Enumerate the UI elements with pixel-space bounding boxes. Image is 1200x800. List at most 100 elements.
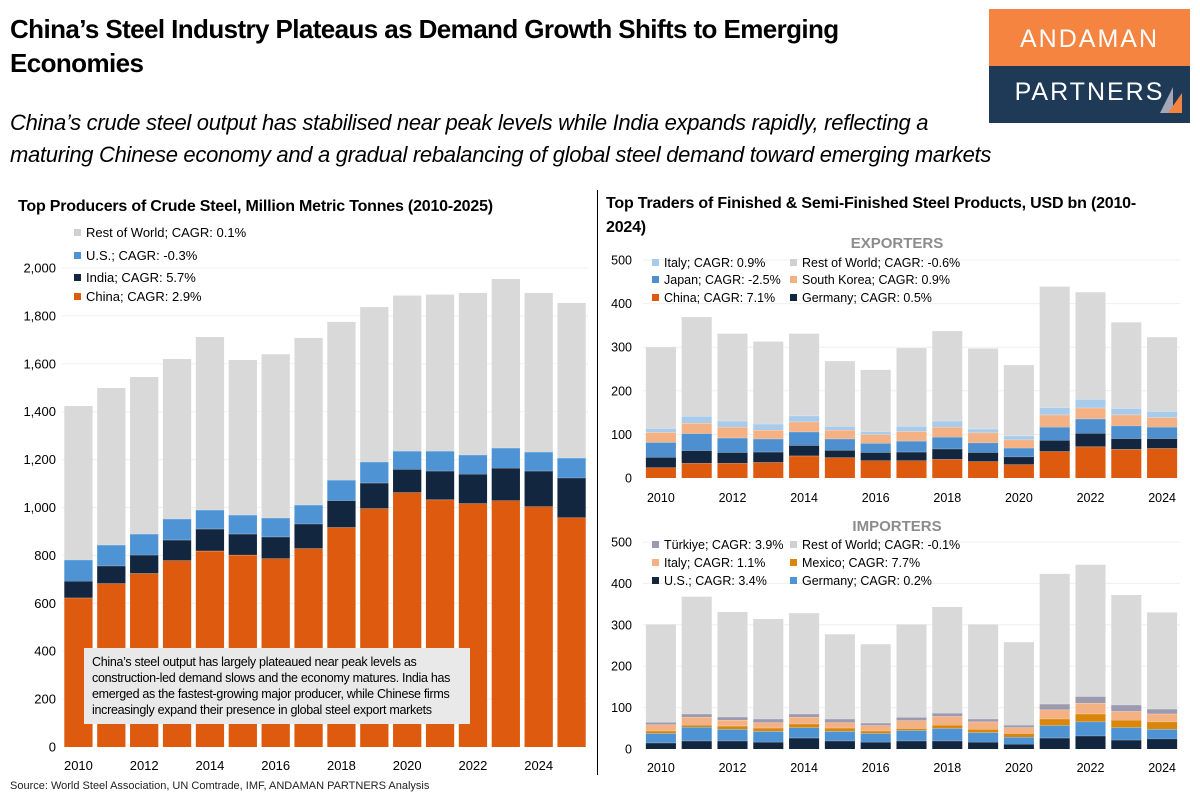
bar-segment: [681, 727, 712, 741]
bar-segment: [753, 423, 784, 431]
bar-segment: [824, 426, 855, 431]
y-tick-label: 2,000: [23, 261, 56, 276]
bar-segment: [645, 730, 676, 734]
bar-segment: [968, 461, 999, 478]
bar-segment: [681, 450, 712, 464]
bar-segment: [717, 720, 748, 726]
legend-label: U.S.; CAGR: 3.4%: [664, 574, 767, 588]
page-subtitle: China’s crude steel output has stabilise…: [10, 110, 992, 167]
legend-swatch: [790, 541, 797, 548]
bar-segment: [1147, 411, 1178, 418]
bar-segment: [130, 554, 159, 574]
x-tick-label: 2020: [393, 758, 422, 773]
bar-segment: [1075, 703, 1106, 714]
bar-segment: [968, 452, 999, 462]
bar-segment: [1111, 438, 1142, 450]
bar-segment: [932, 459, 963, 478]
bar-segment: [1039, 573, 1070, 704]
bar-segment: [261, 354, 290, 518]
y-tick-label: 1,400: [23, 404, 56, 419]
bar-segment: [968, 721, 999, 730]
bar-segment: [824, 740, 855, 749]
y-tick-label: 400: [34, 644, 56, 659]
legend-label: Mexico; CAGR: 7.7%: [802, 556, 920, 570]
panel-divider: [597, 190, 598, 775]
bar-segment: [753, 727, 784, 732]
bar-segment: [1039, 286, 1070, 408]
x-tick-label: 2018: [327, 758, 356, 773]
legend-label: India; CAGR: 5.7%: [86, 270, 196, 285]
bar-segment: [1039, 709, 1070, 719]
bar-segment: [1003, 435, 1034, 440]
legend-swatch: [790, 294, 797, 301]
bar-segment: [1147, 426, 1178, 439]
bar-segment: [753, 462, 784, 478]
y-tick-label: 300: [611, 618, 632, 632]
bar-segment: [824, 718, 855, 723]
bar-segment: [1003, 733, 1034, 737]
bar-segment: [1147, 438, 1178, 449]
legend-swatch: [652, 276, 659, 283]
bar-segment: [753, 731, 784, 742]
legend-swatch: [74, 293, 81, 300]
bar-segment: [789, 421, 820, 432]
bar-segment: [860, 741, 891, 749]
bar-segment: [1003, 736, 1034, 745]
bar-segment: [932, 426, 963, 438]
x-tick-label: 2022: [1077, 761, 1105, 775]
bar-segment: [717, 437, 748, 453]
y-tick-label: 1,800: [23, 308, 56, 323]
bar-segment: [753, 451, 784, 463]
bar-segment: [681, 713, 712, 718]
bar-segment: [1111, 425, 1142, 439]
page-title: China’s Steel Industry Plateaus as Deman…: [10, 14, 839, 78]
bar-segment: [1075, 696, 1106, 704]
x-tick-label: 2020: [1005, 761, 1033, 775]
bar-segment: [491, 500, 520, 747]
bar-segment: [524, 292, 553, 452]
bar-segment: [228, 359, 257, 515]
bar-segment: [824, 731, 855, 741]
bar-segment: [261, 536, 290, 559]
bar-segment: [717, 420, 748, 427]
legend-swatch: [652, 559, 659, 566]
x-tick-label: 2012: [719, 491, 747, 505]
bar-segment: [1003, 464, 1034, 478]
x-tick-label: 2016: [862, 491, 890, 505]
andaman-partners-logo: ANDAMAN PARTNERS: [989, 9, 1190, 123]
bar-segment: [195, 336, 225, 510]
bar-segment: [789, 723, 820, 728]
bar-segment: [1147, 729, 1178, 739]
y-tick-label: 1,600: [23, 356, 56, 371]
bar-segment: [789, 415, 820, 422]
bar-segment: [1075, 446, 1106, 478]
bar-segment: [717, 740, 748, 749]
bar-segment: [824, 438, 855, 451]
y-tick-label: 400: [611, 577, 632, 591]
bar-segment: [557, 302, 586, 458]
bar-segment: [1003, 724, 1034, 728]
legend-label: Japan; CAGR: -2.5%: [664, 273, 781, 287]
x-tick-label: 2020: [1005, 491, 1033, 505]
bar-segment: [1147, 721, 1178, 730]
bar-segment: [932, 728, 963, 741]
x-tick-label: 2022: [1077, 491, 1105, 505]
bar-segment: [860, 369, 891, 432]
bar-segment: [968, 348, 999, 429]
bar-segment: [789, 455, 820, 478]
bar-segment: [789, 737, 820, 749]
x-tick-label: 2016: [862, 761, 890, 775]
bar-segment: [1075, 418, 1106, 434]
bar-segment: [557, 517, 586, 747]
bar-segment: [645, 428, 676, 433]
bar-segment: [294, 523, 323, 549]
bar-segment: [491, 447, 520, 468]
bar-segment: [228, 533, 257, 555]
bar-segment: [681, 717, 712, 725]
bar-segment: [968, 718, 999, 722]
bar-segment: [824, 634, 855, 719]
bar-segment: [64, 559, 93, 582]
bar-segment: [932, 716, 963, 725]
bar-segment: [1039, 725, 1070, 738]
legend-label: Germany; CAGR: 0.2%: [802, 574, 932, 588]
